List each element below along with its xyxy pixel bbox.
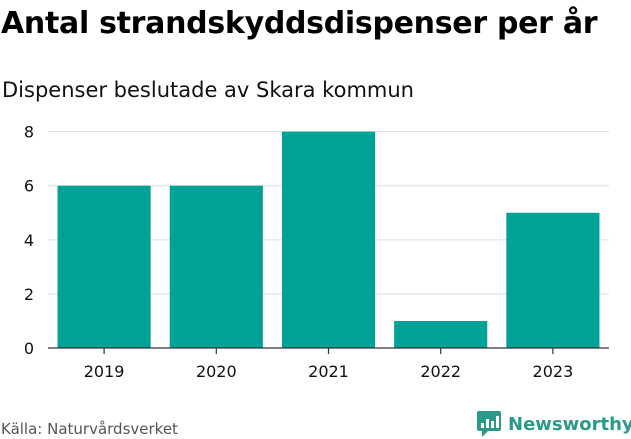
brand-name: Newsworthy bbox=[508, 413, 631, 435]
chart-subtitle: Dispenser beslutade av Skara kommun bbox=[2, 78, 414, 102]
y-tick-label: 2 bbox=[24, 285, 34, 304]
x-axis-ticks: 2019 2020 2021 2022 2023 bbox=[84, 348, 574, 381]
y-tick-label: 4 bbox=[24, 231, 34, 250]
y-tick-label: 0 bbox=[24, 339, 34, 358]
bar-2019 bbox=[57, 185, 151, 348]
x-tick-label: 2023 bbox=[533, 362, 574, 381]
bar-2023 bbox=[506, 212, 600, 348]
x-tick-label: 2021 bbox=[308, 362, 349, 381]
chart-title: Antal strandskyddsdispenser per år bbox=[1, 6, 598, 41]
x-tick-label: 2019 bbox=[84, 362, 125, 381]
bar-2022 bbox=[394, 320, 488, 348]
x-tick-label: 2020 bbox=[196, 362, 237, 381]
x-tick-label: 2022 bbox=[420, 362, 461, 381]
bars bbox=[57, 131, 600, 348]
y-axis-ticks: 0 2 4 6 8 bbox=[24, 123, 34, 358]
bar-2021 bbox=[281, 131, 376, 348]
newsworthy-chart-icon bbox=[477, 411, 501, 437]
y-tick-label: 8 bbox=[24, 123, 34, 142]
newsworthy-logo: Newsworthy bbox=[476, 409, 631, 439]
source-note: Källa: Naturvårdsverket bbox=[1, 420, 178, 438]
bar-chart: 0 2 4 6 8 2019 2020 2021 2022 2023 bbox=[24, 123, 609, 381]
bar-2020 bbox=[169, 185, 263, 348]
y-tick-label: 6 bbox=[24, 177, 34, 196]
